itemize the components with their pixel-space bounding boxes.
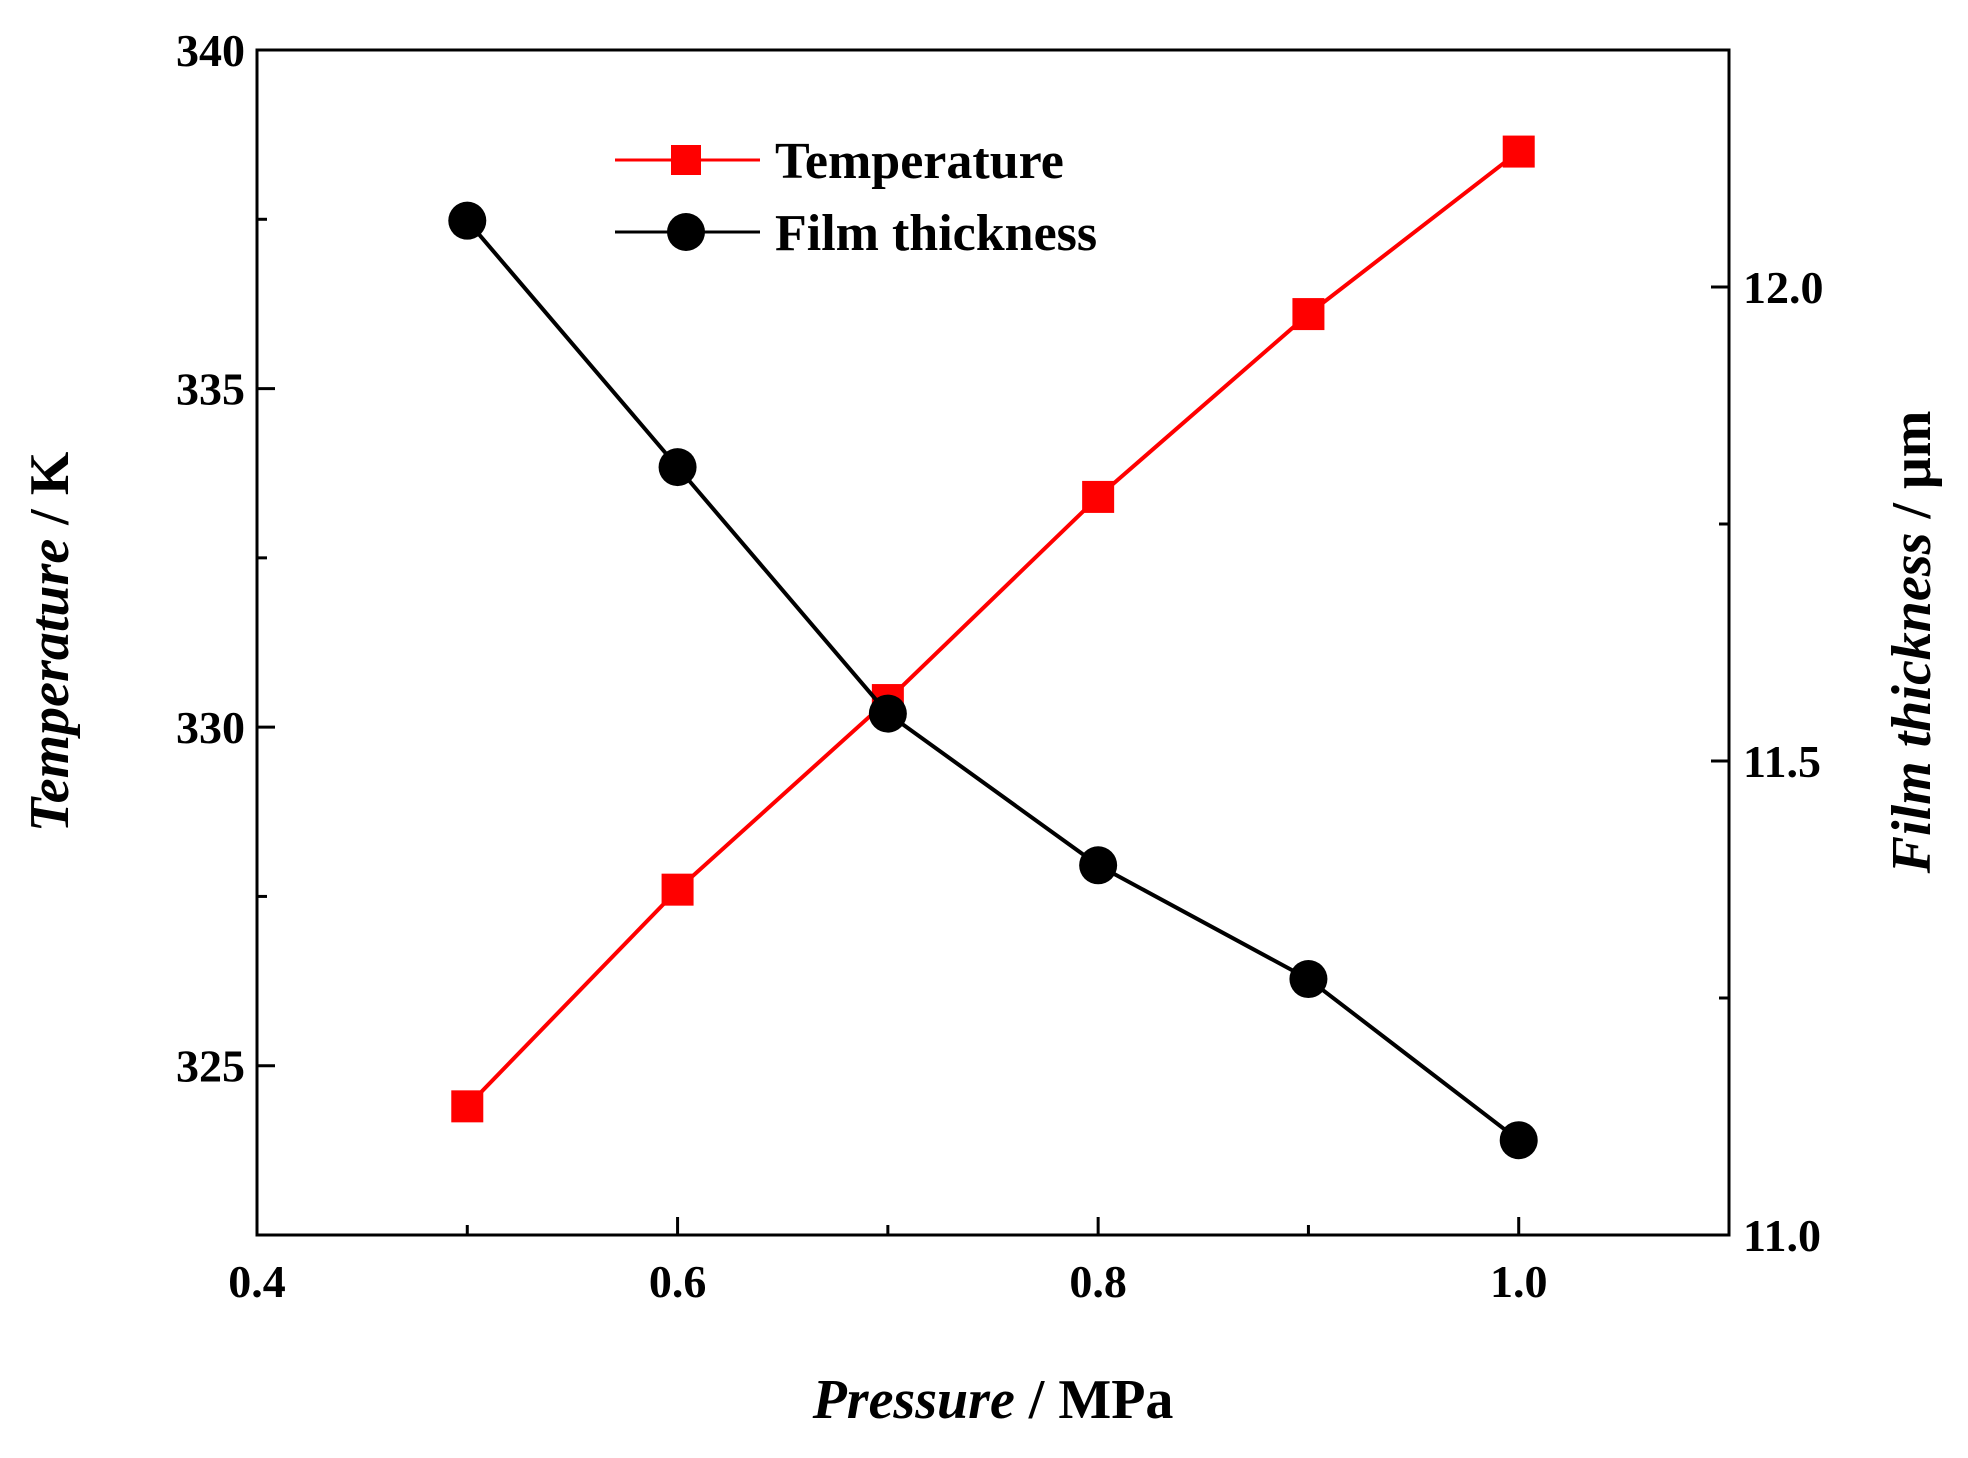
right-y-tick-label: 12.0 <box>1743 262 1824 313</box>
left-axis-title: Temperature / K <box>19 451 81 832</box>
legend-marker-temperature <box>671 145 701 175</box>
data-point-film-thickness <box>868 694 907 733</box>
x-axis-title: Pressure / MPa <box>812 1369 1174 1431</box>
legend: Temperature Film thickness <box>615 133 1097 262</box>
series-layer <box>448 135 1538 1160</box>
series-line-temperature <box>465 149 1520 1108</box>
legend-label-temperature: Temperature <box>775 133 1064 190</box>
data-point-film-thickness <box>448 201 487 240</box>
data-point-temperature <box>451 1090 484 1123</box>
data-point-temperature <box>1292 298 1325 331</box>
data-point-film-thickness <box>1289 960 1328 999</box>
left-y-tick-label: 330 <box>176 702 245 753</box>
legend-marker-film-thickness <box>667 213 705 251</box>
x-tick-label: 0.4 <box>228 1256 286 1307</box>
data-point-temperature <box>1502 135 1535 168</box>
legend-label-film-thickness: Film thickness <box>775 205 1097 262</box>
series-line-film-thickness <box>465 219 1520 1142</box>
data-point-film-thickness <box>1499 1121 1538 1160</box>
right-y-tick-label: 11.5 <box>1743 736 1821 787</box>
left-y-tick-label: 335 <box>176 364 245 415</box>
left-y-tick-label: 340 <box>176 25 245 76</box>
data-point-temperature <box>661 873 694 906</box>
data-point-temperature <box>1082 480 1115 513</box>
x-tick-label: 0.6 <box>649 1256 707 1307</box>
right-y-tick-label: 11.0 <box>1743 1210 1821 1261</box>
data-point-film-thickness <box>658 448 697 487</box>
data-point-film-thickness <box>1079 846 1118 885</box>
right-axis-title: Film thickness / μm <box>1881 411 1943 875</box>
plot-frame <box>255 48 1731 1237</box>
left-y-tick-label: 325 <box>176 1041 245 1092</box>
legend-item-film-thickness: Film thickness <box>615 205 1097 262</box>
ticks-layer: 0.4 0.6 0.8 1.0 325 330 335 340 11.0 11.5 12.0 <box>176 25 1824 1307</box>
x-tick-label: 0.8 <box>1069 1256 1127 1307</box>
x-tick-label: 1.0 <box>1490 1256 1548 1307</box>
legend-item-temperature: Temperature <box>615 133 1064 190</box>
